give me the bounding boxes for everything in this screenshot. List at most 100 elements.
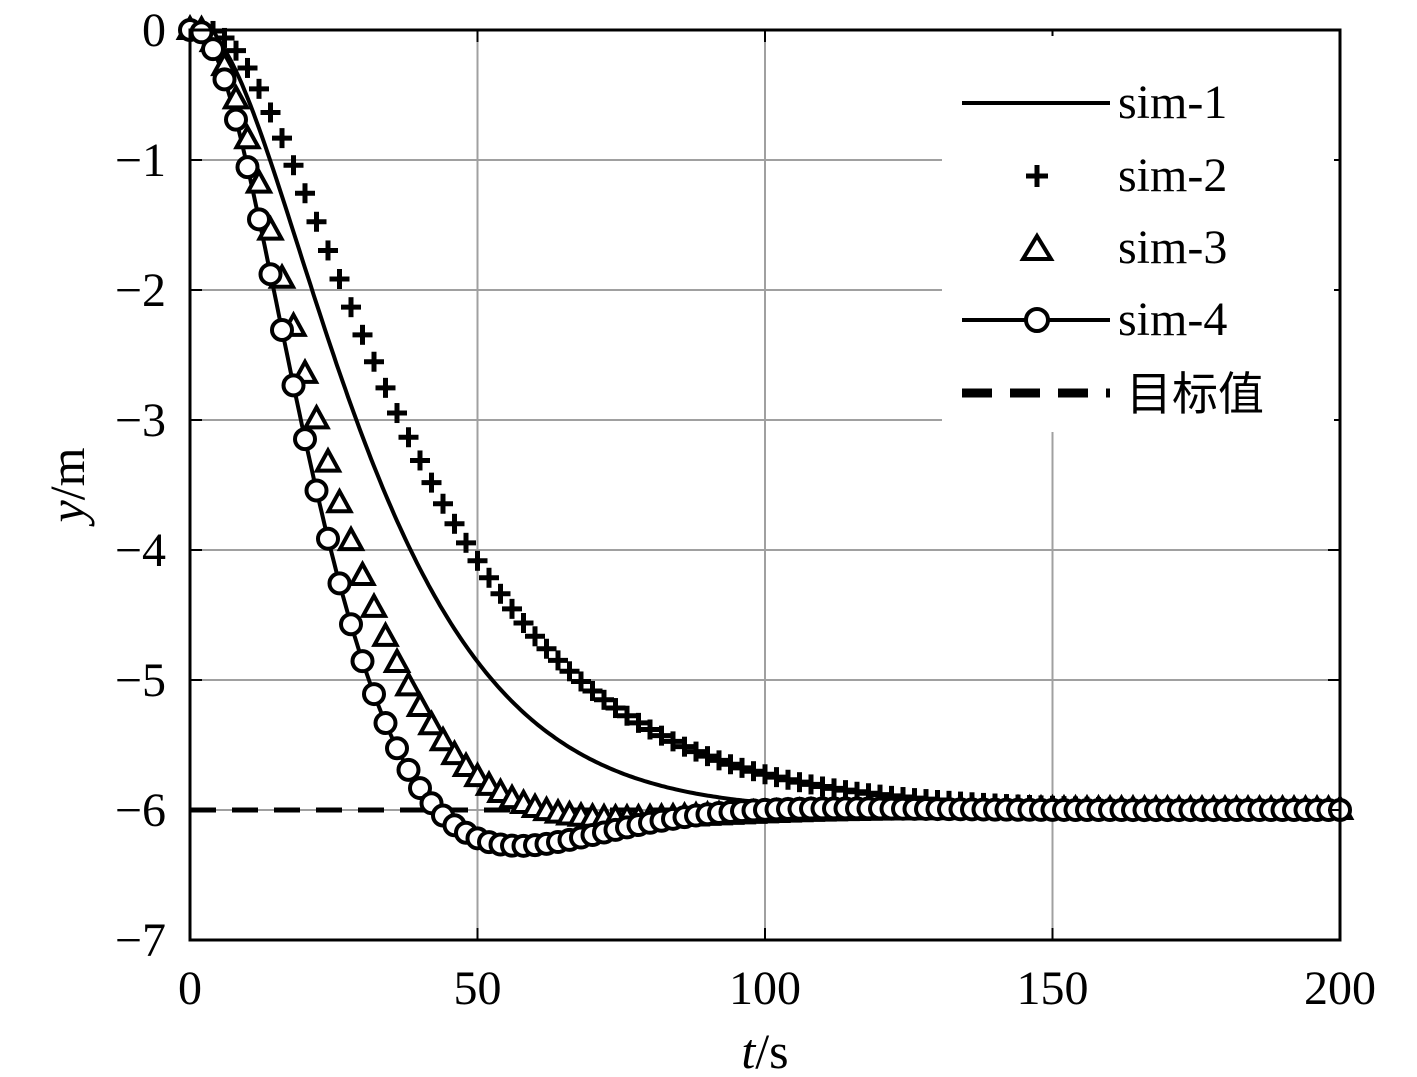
plus-marker	[364, 351, 384, 372]
circle-marker	[339, 612, 363, 637]
plus-marker	[571, 671, 591, 692]
y-tick-label: 0	[142, 4, 166, 57]
circle-marker	[212, 67, 237, 92]
triangle-marker	[382, 646, 412, 674]
plus-marker	[226, 40, 246, 61]
plus-marker	[536, 638, 557, 659]
plus-marker	[502, 598, 522, 619]
plus-marker	[732, 757, 752, 778]
x-tick-label: 200	[1304, 962, 1376, 1015]
circle-marker	[304, 478, 329, 503]
circle-marker	[293, 427, 317, 452]
plus-marker	[743, 761, 764, 782]
legend-label-sim-3: sim-3	[1118, 221, 1227, 274]
triangle-marker	[244, 167, 274, 194]
plus-marker	[272, 128, 292, 149]
circle-marker	[224, 107, 248, 132]
x-tick-label: 100	[729, 962, 801, 1015]
y-axis-title: y/m	[39, 447, 95, 527]
circle-marker	[247, 207, 271, 232]
plus-marker	[375, 377, 396, 398]
plus-marker	[341, 297, 361, 318]
circle-marker	[316, 526, 340, 551]
triangle-marker	[233, 123, 262, 150]
triangle-marker	[371, 620, 400, 647]
plus-marker	[582, 680, 603, 701]
circle-marker	[235, 155, 260, 180]
x-axis-unit: /s	[755, 1023, 788, 1077]
plus-marker	[318, 240, 338, 261]
plus-marker	[651, 725, 672, 746]
circle-marker	[373, 711, 398, 736]
plus-marker	[559, 661, 580, 682]
plus-marker	[260, 102, 281, 123]
y-tick-label: −5	[115, 654, 166, 707]
triangle-marker	[428, 725, 458, 752]
plus-marker	[617, 705, 637, 726]
legend: sim-1 sim-2 sim-3 sim-4 目标值	[942, 36, 1334, 432]
circle-marker	[327, 571, 352, 596]
plus-marker	[513, 613, 534, 634]
y-tick-label: −2	[115, 264, 166, 317]
circle-marker	[258, 262, 283, 287]
plus-marker	[444, 513, 465, 534]
plus-marker	[594, 689, 614, 710]
x-tick-labels: 0 50 100 150 200	[178, 962, 1376, 1015]
circle-marker	[281, 373, 306, 398]
legend-label-sim-1: sim-1	[1118, 76, 1227, 129]
plus-marker	[283, 155, 304, 176]
triangle-marker	[348, 559, 377, 586]
circle-marker	[201, 37, 225, 62]
plus-marker	[410, 450, 430, 471]
plus-marker	[697, 746, 718, 767]
plus-marker	[456, 532, 476, 553]
plus-marker	[421, 472, 442, 493]
legend-label-sim-4: sim-4	[1118, 293, 1227, 346]
y-tick-label: −7	[115, 914, 166, 967]
plus-marker	[479, 567, 499, 588]
circle-marker	[350, 649, 375, 674]
plus-marker	[548, 650, 568, 671]
plus-marker	[295, 183, 315, 204]
circle-marker	[408, 776, 432, 801]
circle-marker	[396, 757, 421, 782]
plus-marker	[306, 211, 327, 232]
plus-marker	[686, 741, 706, 762]
legend-swatch-sim-4-marker	[1024, 307, 1050, 333]
legend-swatch-sim-2	[1026, 165, 1048, 187]
series-layer	[175, 13, 1355, 858]
plus-marker	[525, 626, 545, 647]
plus-marker	[720, 754, 741, 775]
circle-marker	[270, 318, 294, 343]
triangle-marker	[405, 690, 435, 718]
plus-marker	[766, 767, 787, 788]
x-tick-label: 50	[454, 962, 502, 1015]
legend-swatch-sim-3	[1019, 232, 1055, 261]
triangle-marker	[221, 83, 251, 110]
y-tick-label: −6	[115, 784, 166, 837]
y-tick-label: −3	[115, 394, 166, 447]
y-tick-labels: 0 −1 −2 −3 −4 −5 −6 −7	[115, 4, 166, 967]
plus-marker	[387, 403, 407, 424]
x-tick-label: 0	[178, 962, 202, 1015]
circle-marker	[385, 736, 409, 761]
plus-marker	[755, 764, 775, 785]
plus-marker	[640, 719, 660, 740]
plus-marker	[352, 324, 373, 345]
triangle-marker	[451, 750, 481, 777]
legend-label-sim-2: sim-2	[1118, 149, 1227, 202]
plus-marker	[398, 427, 419, 448]
triangle-marker	[417, 709, 446, 736]
triangle-marker	[440, 738, 469, 766]
y-axis-unit: /m	[39, 447, 95, 500]
x-axis-title: t/s	[741, 1023, 788, 1077]
y-tick-label: −1	[115, 134, 166, 187]
triangle-marker	[313, 446, 343, 473]
plus-marker	[628, 712, 649, 733]
plus-marker	[674, 736, 695, 757]
triangle-marker	[325, 487, 354, 514]
plus-marker	[605, 698, 626, 719]
circle-marker	[362, 682, 386, 707]
triangle-marker	[336, 524, 366, 552]
